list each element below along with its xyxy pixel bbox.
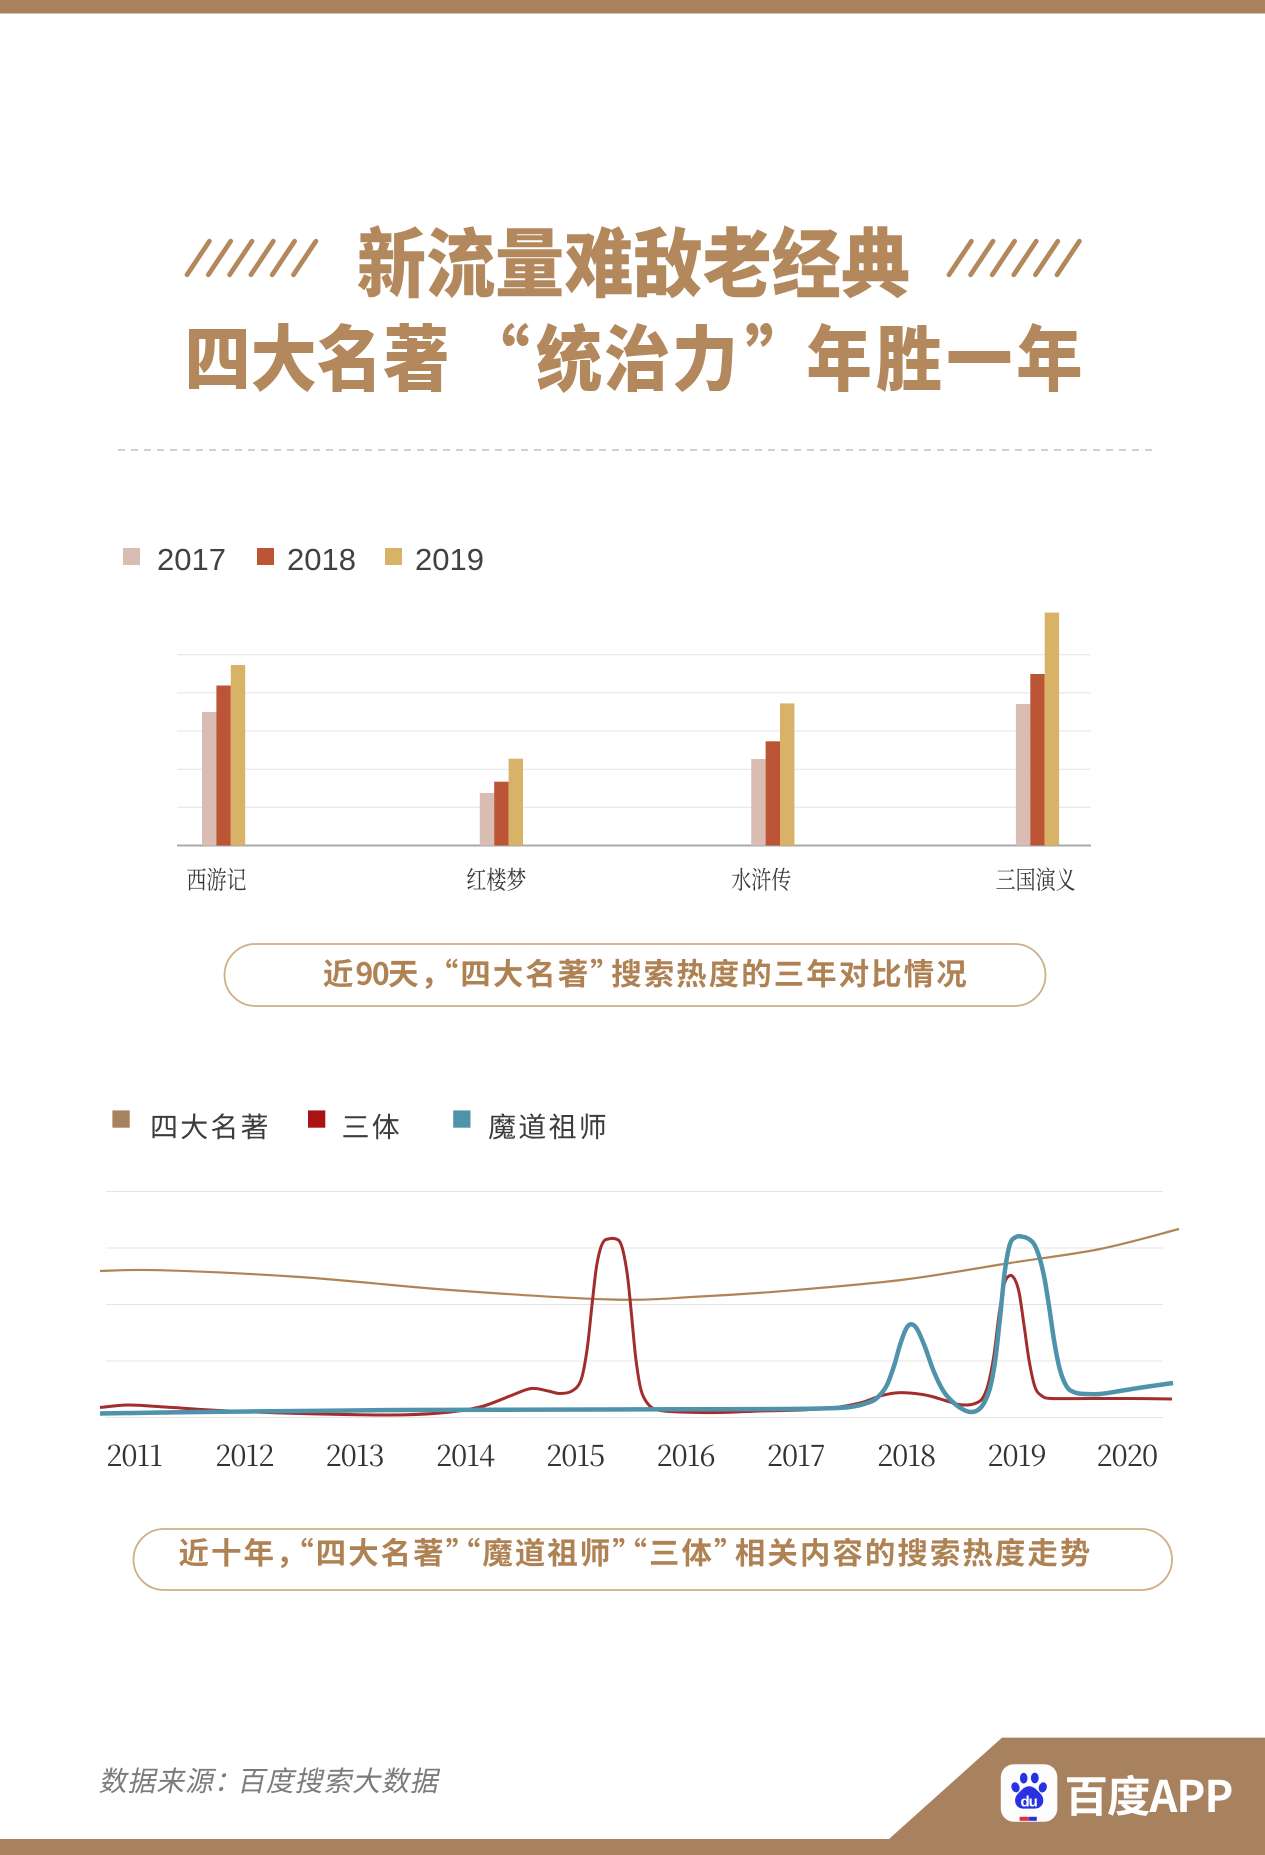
svg-text:2018: 2018 (287, 542, 356, 577)
svg-text:du: du (1021, 1794, 1038, 1811)
svg-text:2019: 2019 (415, 542, 484, 577)
svg-text:2017: 2017 (157, 542, 226, 577)
